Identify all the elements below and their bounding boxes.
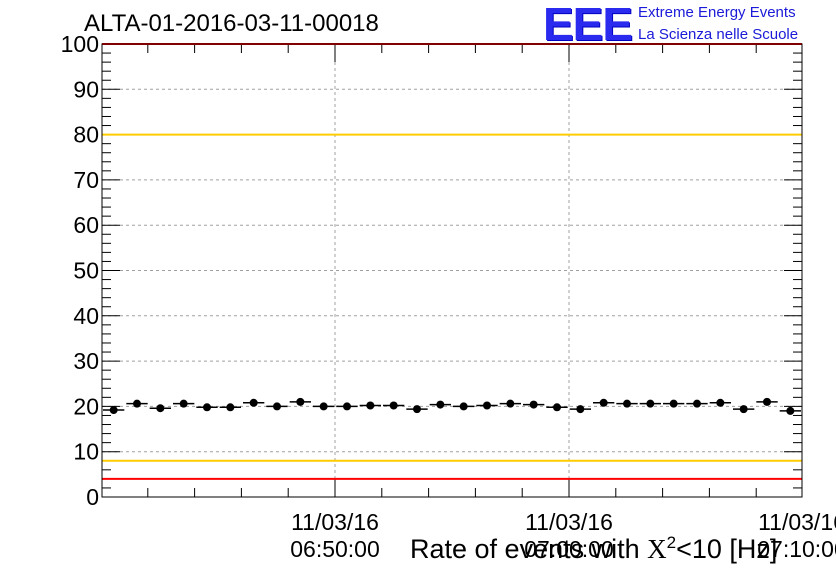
y-tick-label: 20: [73, 393, 99, 419]
eee-logo-mark: EEE: [543, 0, 633, 50]
x-axis-title: Rate of events with X2<10 [Hz]: [410, 533, 777, 565]
data-point: [693, 399, 701, 408]
data-point: [156, 404, 165, 413]
data-point: [623, 399, 631, 408]
y-tick-label: 90: [73, 76, 99, 102]
data-point: [203, 403, 211, 412]
data-point: [343, 402, 351, 411]
x-tick-label-time: 07:00:00: [524, 536, 614, 562]
data-point: [529, 400, 538, 409]
data-point: [109, 406, 118, 415]
data-point: [249, 398, 258, 407]
data-point: [786, 406, 795, 415]
data-point: [296, 397, 305, 406]
data-point: [436, 400, 445, 409]
x-axis-title-symbol: X: [647, 534, 667, 564]
data-point: [646, 399, 655, 408]
plot-frame: [101, 43, 803, 498]
data-point: [133, 399, 141, 408]
data-point: [459, 402, 468, 411]
data-point: [576, 405, 585, 414]
x-tick-label-date: 11/03/16: [758, 509, 836, 535]
data-point: [739, 405, 748, 414]
data-point: [389, 401, 398, 410]
x-axis-title-prefix: Rate of events with: [410, 534, 648, 564]
x-axis-title-power: 2: [666, 533, 677, 552]
y-tick-label: 100: [61, 31, 99, 57]
data-point: [366, 401, 375, 410]
x-axis-title-suffix: <10 [Hz]: [676, 534, 778, 564]
x-tick-label-time: 06:50:00: [290, 536, 380, 562]
logo-line-1: Extreme Energy Events: [638, 4, 796, 21]
data-point: [716, 398, 725, 407]
logo-line-2: La Scienza nelle Scuole: [638, 26, 799, 43]
x-tick-label-time: 07:10:00: [757, 536, 836, 562]
y-tick-label: 70: [73, 167, 99, 193]
data-point: [483, 401, 491, 410]
data-point: [179, 399, 188, 408]
data-point: [669, 399, 678, 408]
data-point: [226, 403, 235, 412]
data-point: [273, 402, 281, 411]
x-tick-label-date: 11/03/16: [525, 509, 613, 535]
chart-title: ALTA-01-2016-03-11-00018: [84, 10, 379, 37]
data-point: [763, 397, 771, 406]
y-tick-label: 60: [73, 212, 99, 238]
data-point: [506, 399, 515, 408]
data-point: [413, 405, 421, 414]
data-point: [599, 398, 608, 407]
y-tick-label: 40: [73, 303, 99, 329]
data-point: [319, 402, 328, 411]
y-tick-label: 80: [73, 122, 99, 148]
y-tick-label: 0: [86, 484, 99, 510]
y-tick-label: 10: [73, 439, 99, 465]
y-tick-label: 30: [73, 348, 99, 374]
x-tick-label-date: 11/03/16: [291, 509, 379, 535]
data-point: [553, 403, 561, 412]
y-tick-label: 50: [73, 258, 99, 284]
